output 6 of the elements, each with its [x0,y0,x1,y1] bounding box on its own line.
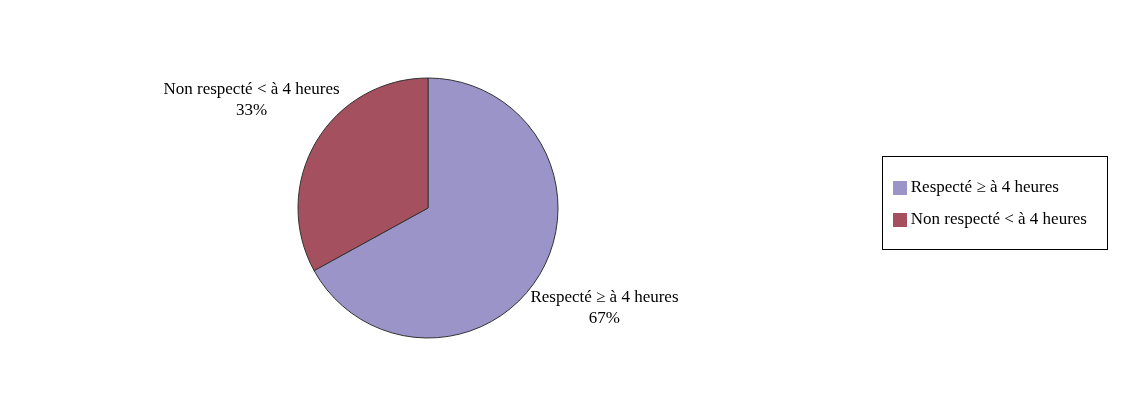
data-label: 33% [235,99,268,119]
slice-label: Respecté ≥ à 4 heures [530,287,679,307]
legend-label: Non respecté < à 4 heures [910,209,1087,228]
data-label: 67% [588,308,621,328]
legend-label: Respecté ≥ à 4 heures [910,177,1059,196]
slice-label: Non respecté < à 4 heures [163,78,340,98]
